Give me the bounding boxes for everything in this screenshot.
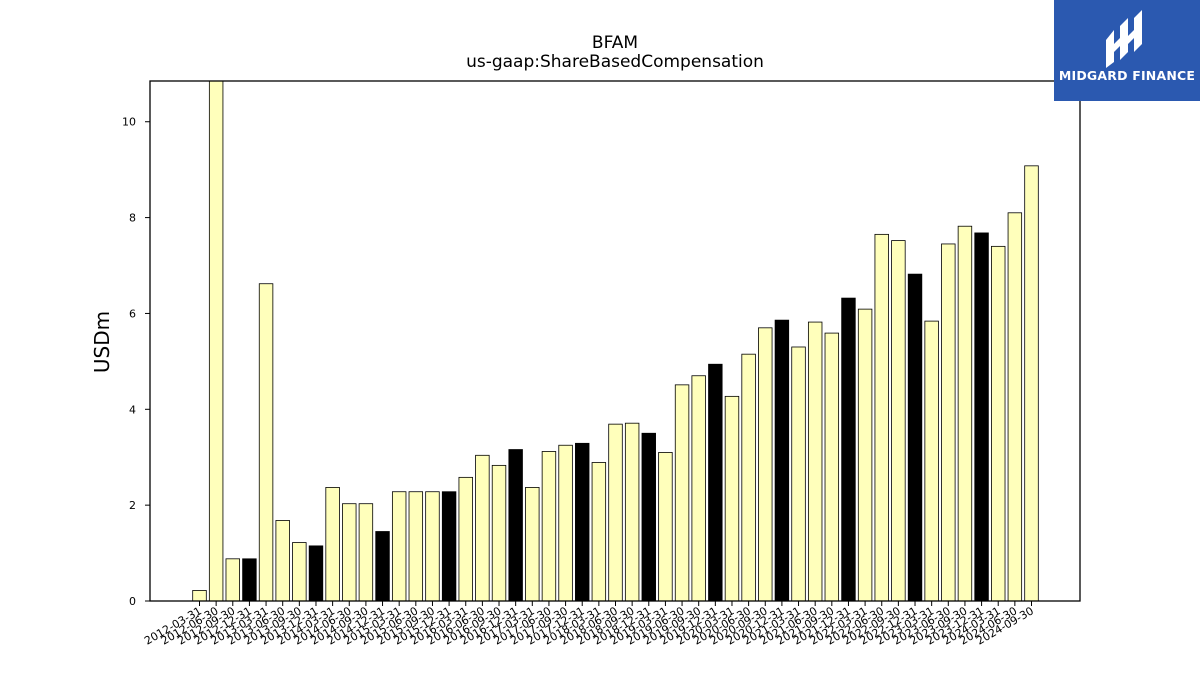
bar-2019-06-30 bbox=[674, 384, 690, 602]
logo-text: MIDGARD FINANCE bbox=[1058, 68, 1196, 83]
bar-2024-09-30 bbox=[1024, 165, 1039, 602]
chart-title: BFAM bbox=[591, 33, 639, 53]
bar-2020-09-30 bbox=[758, 327, 773, 602]
bar-2013-12-31 bbox=[308, 545, 324, 602]
bar-2021-09-30 bbox=[824, 332, 840, 602]
bar-2012-03-31 bbox=[192, 590, 207, 602]
bar-2016-03-31 bbox=[458, 476, 473, 602]
bar-2022-12-31 bbox=[907, 273, 923, 602]
bar-2018-03-31 bbox=[591, 462, 607, 602]
bar-2015-06-30 bbox=[408, 491, 424, 602]
bar-2021-12-31 bbox=[841, 297, 856, 602]
bar-2014-09-30 bbox=[358, 503, 374, 602]
bar-2017-12-31 bbox=[575, 442, 590, 602]
bar-2016-12-31 bbox=[508, 449, 523, 602]
bar-2017-09-30 bbox=[558, 444, 573, 602]
bar-2019-12-31 bbox=[708, 363, 723, 602]
bar-2018-06-30 bbox=[608, 423, 623, 602]
bar-2022-03-31 bbox=[857, 308, 873, 602]
y-tick-label: 0 bbox=[129, 595, 136, 608]
chart-subtitle: us-gaap:ShareBasedCompensation bbox=[466, 52, 764, 72]
brand-logo: MIDGARD FINANCE bbox=[1054, 0, 1200, 101]
bar-2013-06-30 bbox=[275, 520, 290, 602]
bar-2021-06-30 bbox=[807, 321, 823, 602]
bar-2012-06-30 bbox=[208, 80, 224, 602]
bar-2024-03-31 bbox=[991, 245, 1006, 602]
bar-2019-09-30 bbox=[691, 375, 706, 602]
midgard-logo-icon bbox=[1106, 10, 1142, 68]
x-axis: 2012-03-312012-06-302012-09-302012-12-31… bbox=[142, 601, 1036, 648]
y-tick-label: 2 bbox=[129, 499, 136, 512]
bar-2016-09-30 bbox=[491, 464, 507, 602]
bar-2017-06-30 bbox=[541, 451, 557, 602]
bar-2016-06-30 bbox=[475, 454, 490, 602]
plot-frame bbox=[149, 80, 1081, 602]
bar-2012-12-31 bbox=[242, 558, 257, 602]
bar-2020-06-30 bbox=[741, 353, 756, 602]
bar-2013-03-31 bbox=[258, 283, 274, 602]
bar-2020-03-31 bbox=[724, 395, 740, 602]
bar-2014-03-31 bbox=[325, 487, 340, 602]
bar-2014-12-31 bbox=[375, 531, 390, 602]
bar-2018-09-30 bbox=[624, 422, 640, 602]
bar-2023-12-31 bbox=[974, 232, 989, 602]
y-tick-label: 10 bbox=[122, 116, 136, 129]
bar-2015-12-31 bbox=[441, 491, 457, 602]
y-axis-label: USDm bbox=[90, 310, 114, 374]
bar-2012-09-30 bbox=[225, 558, 240, 602]
y-tick-label: 8 bbox=[129, 212, 136, 225]
bar-2013-09-30 bbox=[292, 542, 307, 602]
bar-2020-12-31 bbox=[774, 319, 790, 602]
bar-2023-09-30 bbox=[957, 225, 973, 602]
bar-2017-03-31 bbox=[525, 487, 540, 602]
bar-2019-03-31 bbox=[658, 452, 673, 602]
y-axis: 0 2 4 6 8 10 bbox=[122, 116, 150, 608]
y-tick-label: 6 bbox=[129, 307, 136, 320]
bar-2015-03-31 bbox=[391, 491, 407, 602]
bar-2021-03-31 bbox=[791, 346, 806, 602]
y-tick-label: 4 bbox=[129, 403, 136, 416]
bar-2023-06-30 bbox=[941, 243, 956, 602]
bar-2024-06-30 bbox=[1007, 212, 1023, 602]
bar-2022-09-30 bbox=[891, 240, 906, 602]
bar-2018-12-31 bbox=[641, 432, 656, 602]
bar-2023-03-31 bbox=[924, 320, 939, 602]
bars-group bbox=[192, 80, 1039, 602]
bar-2014-06-30 bbox=[342, 503, 357, 602]
bar-2015-09-30 bbox=[425, 491, 440, 602]
bar-2022-06-30 bbox=[874, 233, 889, 602]
